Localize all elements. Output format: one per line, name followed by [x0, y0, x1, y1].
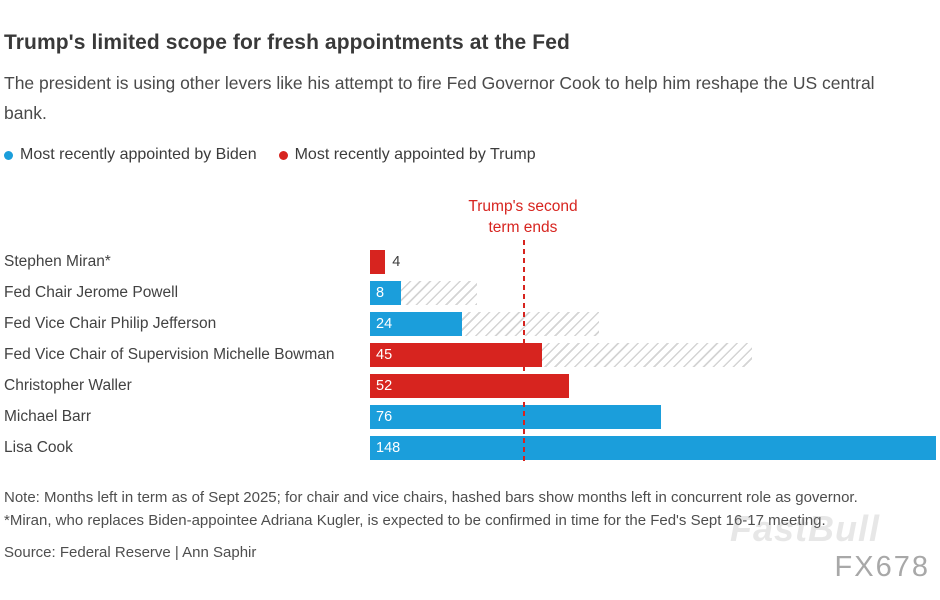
row-label: Fed Vice Chair of Supervision Michelle B… — [4, 346, 335, 363]
row-label: Christopher Waller — [4, 377, 132, 394]
bar-track: 148 — [370, 436, 936, 460]
trump-dot-icon — [278, 150, 288, 160]
row-label: Lisa Cook — [4, 439, 73, 456]
chart-row: Stephen Miran* 4 — [4, 250, 936, 274]
watermark-fx678: FX678 — [834, 551, 930, 583]
note-line-2: *Miran, who replaces Biden-appointee Adr… — [4, 512, 826, 529]
bar-value-label: 8 — [376, 285, 385, 301]
source-line: Source: Federal Reserve | Ann Saphir — [4, 544, 257, 561]
bar: 8 — [370, 281, 401, 305]
legend-item-trump: Most recently appointed by Trump — [278, 146, 536, 164]
page-title: Trump's limited scope for fresh appointm… — [4, 31, 570, 54]
legend-item-biden: Most recently appointed by Biden — [4, 146, 257, 164]
legend-label: Most recently appointed by Biden — [20, 146, 257, 163]
watermark-secondary: FastBull — [729, 508, 880, 549]
term-end-annotation: Trump's second term ends — [468, 196, 577, 238]
bar-value-label: 4 — [392, 254, 401, 270]
bar: 148 — [370, 436, 936, 460]
bar: 76 — [370, 405, 661, 429]
bar-chart: Trump's second term ends Stephen Miran* 4… — [4, 172, 936, 461]
annotation-line-2: term ends — [488, 219, 558, 236]
bar-track: 24 — [370, 312, 936, 336]
chart-row: Fed Chair Jerome Powell 8 — [4, 281, 936, 305]
row-label: Michael Barr — [4, 408, 91, 425]
bar-track: 8 — [370, 281, 936, 305]
bar: 45 — [370, 343, 543, 367]
chart-row: Michael Barr 76 — [4, 405, 936, 429]
bar-track: 52 — [370, 374, 936, 398]
chart-notes: Note: Months left in term as of Sept 202… — [4, 486, 936, 532]
bar — [370, 250, 386, 274]
chart-row: Lisa Cook 148 — [4, 436, 936, 460]
page-subtitle: The president is using other levers like… — [4, 73, 875, 123]
note-line-1: Note: Months left in term as of Sept 202… — [4, 489, 858, 506]
bar: 24 — [370, 312, 462, 336]
row-label: Fed Chair Jerome Powell — [4, 284, 179, 301]
bar-value-label: 45 — [376, 347, 393, 363]
bar-value-label: 76 — [376, 409, 393, 425]
annotation-line-1: Trump's second — [468, 198, 578, 215]
legend: Most recently appointed by Biden Most re… — [4, 146, 936, 164]
chart-row: Christopher Waller 52 — [4, 374, 936, 398]
bar: 52 — [370, 374, 569, 398]
row-label: Stephen Miran* — [4, 253, 111, 270]
bar-value-label: 148 — [376, 440, 401, 456]
bar-value-label: 52 — [376, 378, 393, 394]
chart-rows: Stephen Miran* 4 Fed Chair Jerome Powell 8 F… — [4, 240, 936, 461]
bar-track: 45 — [370, 343, 936, 367]
biden-dot-icon — [4, 150, 13, 160]
term-end-line — [522, 240, 525, 461]
chart-row: Fed Vice Chair Philip Jefferson 24 — [4, 312, 936, 336]
row-label: Fed Vice Chair Philip Jefferson — [4, 315, 217, 332]
bar-value-label: 24 — [376, 316, 393, 332]
legend-label: Most recently appointed by Trump — [294, 146, 536, 163]
chart-row: Fed Vice Chair of Supervision Michelle B… — [4, 343, 936, 367]
bar-track: 76 — [370, 405, 936, 429]
bar-track: 4 — [370, 250, 936, 274]
